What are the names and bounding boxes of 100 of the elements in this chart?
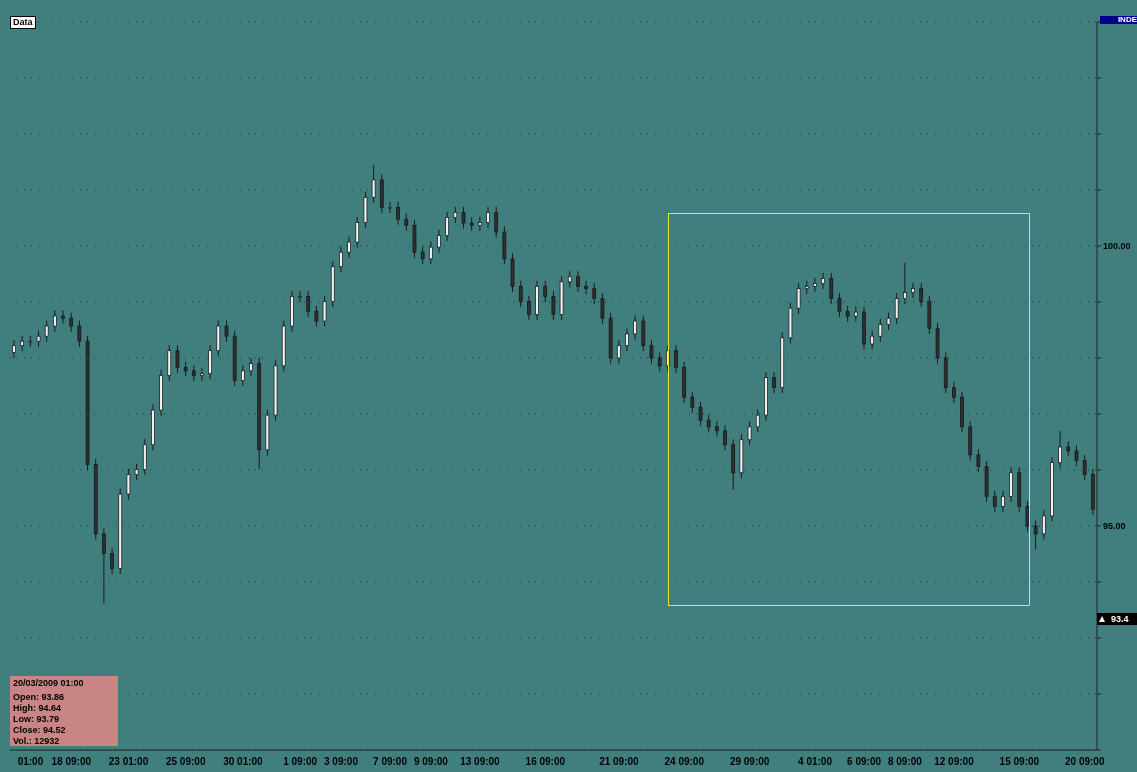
x-tick-label: 23 01:00: [108, 756, 149, 768]
y-tick-label: 100.00: [1103, 241, 1131, 252]
candlestick: [633, 314, 637, 341]
x-tick-label: 30 01:00: [223, 756, 264, 768]
candlestick: [715, 420, 719, 437]
candlestick: [314, 305, 319, 328]
candlestick: [576, 270, 580, 293]
annotation: Open: 93.86: [13, 692, 66, 703]
candlestick: [1058, 430, 1062, 469]
annotation: Data: [10, 16, 36, 29]
candlestick: [690, 391, 695, 414]
candlestick: [1074, 444, 1079, 467]
candlestick: [486, 206, 490, 229]
candlestick: [428, 241, 433, 265]
y-tick-label: 95.00: [1103, 521, 1126, 532]
candlestick: [355, 216, 360, 249]
candlestick: [494, 206, 499, 239]
x-tick-label: 8 09:00: [887, 756, 923, 768]
candlestick: [625, 327, 629, 352]
candlestick: [600, 292, 605, 325]
x-tick-label: 20 09:00: [1065, 756, 1105, 768]
candlestick: [461, 206, 466, 230]
candlestick: [837, 292, 842, 318]
x-tick-label: 3 09:00: [324, 756, 359, 768]
candlestick: [747, 420, 752, 446]
candlestick: [12, 339, 16, 359]
candlestick: [224, 319, 229, 343]
x-tick-label: 16 09:00: [525, 756, 566, 768]
x-tick-label: 1 09:00: [283, 756, 318, 768]
candlestick: [61, 309, 65, 325]
candlestick: [126, 468, 131, 501]
candlestick: [200, 367, 204, 382]
candlestick: [870, 330, 875, 351]
x-tick-label: 18 09:00: [51, 756, 92, 768]
x-tick-label: 15 09:00: [999, 756, 1040, 768]
candlestick: [829, 272, 834, 305]
candlestick: [77, 319, 82, 348]
candlestick: [44, 319, 49, 343]
candlestick: [208, 344, 212, 380]
candlestick: [306, 290, 311, 318]
candlestick: [903, 262, 907, 305]
candlestick: [1033, 519, 1038, 551]
candlestick: [388, 201, 392, 214]
x-tick-label: 25 09:00: [165, 756, 206, 768]
candlestick: [437, 229, 441, 254]
candlestick: [616, 339, 621, 365]
candlestick: [240, 364, 245, 387]
candlestick: [952, 381, 956, 404]
candlestick: [69, 312, 74, 333]
x-tick-label: 12 09:00: [934, 756, 975, 768]
candlestick: [1009, 466, 1013, 503]
candlestick: [821, 272, 825, 290]
annotation: Vol.: 12932: [13, 736, 61, 747]
candlestick: [772, 371, 776, 394]
candlestick: [657, 351, 662, 372]
x-tick-label: 29 09:00: [729, 756, 770, 768]
candlestick: [649, 339, 654, 365]
candlestick: [347, 235, 351, 259]
x-tick-label: 21 09:00: [599, 756, 640, 768]
candlestick: [878, 318, 883, 343]
candlestick: [396, 201, 400, 226]
candlestick: [813, 277, 817, 293]
candlestick: [1082, 454, 1087, 481]
candlestick: [894, 292, 899, 325]
candlestick: [478, 216, 482, 232]
candlestick: [102, 527, 106, 604]
x-tick-label: 01:00: [17, 756, 44, 768]
x-tick-label: 6 09:00: [847, 756, 882, 768]
text: 93.4: [1111, 613, 1129, 625]
x-tick-label: 9 09:00: [413, 756, 449, 768]
candlestick: [992, 490, 997, 513]
candlestick: [322, 295, 327, 328]
text: INDE: [1100, 15, 1137, 24]
candlestick: [592, 282, 597, 305]
candlestick: [1025, 500, 1030, 533]
candlestick: [1041, 509, 1046, 540]
x-tick-label: 13 09:00: [460, 756, 501, 768]
candlestick: [53, 309, 57, 333]
candlestick: [518, 280, 523, 308]
candlestick: [110, 547, 114, 575]
annotation: 20/03/2009 01:00: [13, 678, 85, 689]
annotation: High: 94.64: [13, 703, 62, 714]
candlestick: [551, 290, 556, 321]
candlestick: [445, 211, 450, 242]
candlestick: [298, 290, 302, 303]
candlestick: [339, 246, 343, 273]
candlestick: [527, 295, 531, 321]
candlestick: [1001, 490, 1005, 513]
candlestick: [249, 357, 253, 377]
candlestick: [543, 280, 548, 303]
candlestick: [698, 401, 703, 427]
annotation: Low: 93.79: [13, 714, 60, 725]
candlestick: [755, 409, 760, 433]
candlestick: [919, 282, 924, 308]
candlestick: [796, 282, 801, 315]
candlestick: [723, 424, 727, 451]
x-tick-label: 7 09:00: [373, 756, 408, 768]
candlestick: [674, 344, 678, 374]
candlestick: [371, 164, 376, 204]
x-tick-label: 4 01:00: [798, 756, 833, 768]
